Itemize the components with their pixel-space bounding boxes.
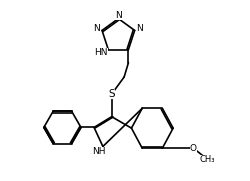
Text: HN: HN: [94, 48, 108, 57]
Text: O: O: [189, 144, 196, 153]
Text: CH₃: CH₃: [199, 155, 214, 164]
Text: S: S: [108, 89, 114, 99]
Text: N: N: [114, 10, 121, 20]
Text: N: N: [93, 24, 100, 33]
Text: N: N: [136, 24, 143, 33]
Text: NH: NH: [92, 147, 105, 156]
